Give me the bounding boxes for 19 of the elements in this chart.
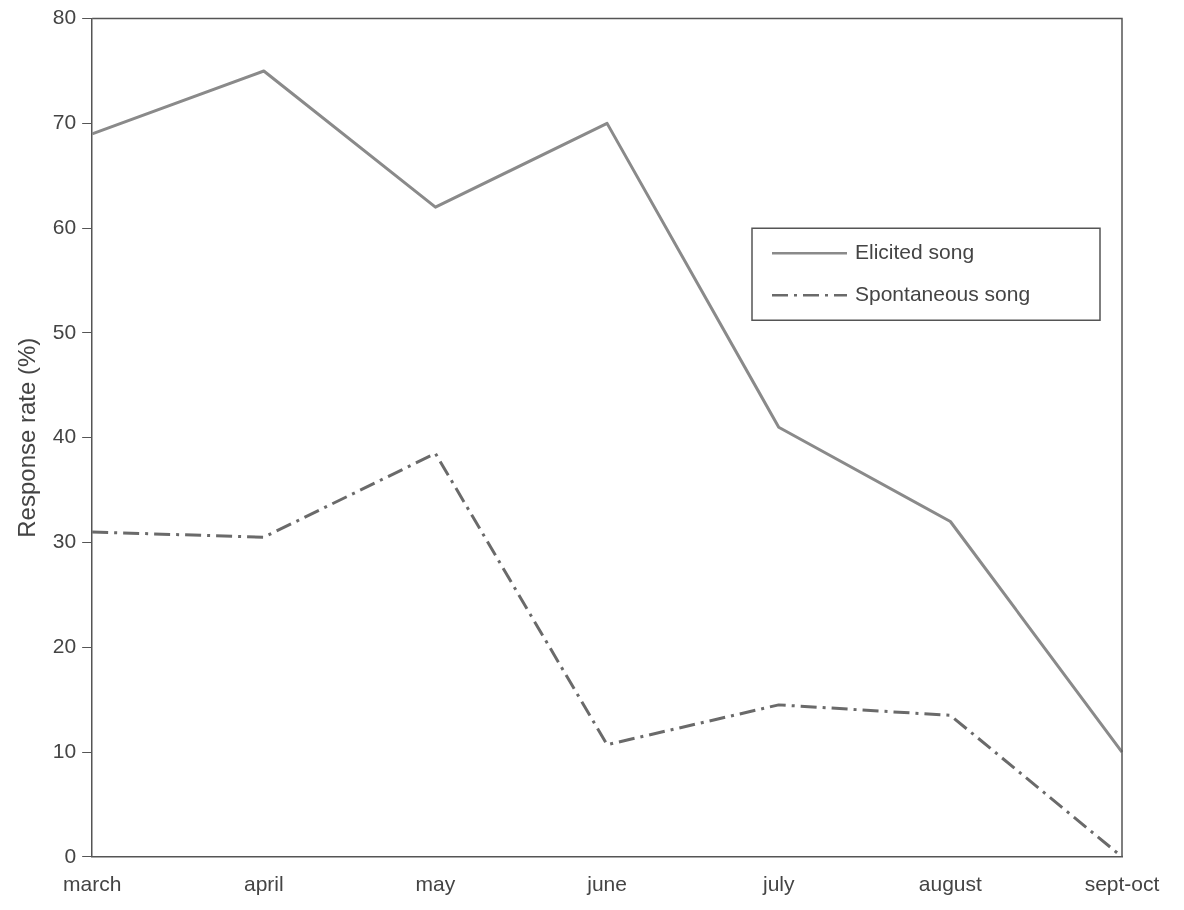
y-tick-label: 0 — [64, 843, 77, 867]
x-tick-label: march — [62, 872, 122, 896]
y-tick-label: 80 — [52, 5, 77, 29]
x-tick-label: july — [761, 872, 795, 896]
y-tick-label: 50 — [52, 319, 77, 343]
legend-label: Spontaneous song — [855, 281, 1031, 305]
x-tick-label: august — [918, 872, 983, 896]
x-tick-label: may — [415, 872, 456, 896]
y-tick-label: 30 — [52, 529, 77, 553]
y-axis-title: Response rate (%) — [13, 337, 41, 538]
y-tick-label: 60 — [52, 214, 77, 238]
y-tick-label: 10 — [52, 738, 77, 762]
y-tick-label: 70 — [52, 110, 77, 134]
x-tick-label: april — [243, 872, 284, 896]
y-tick-label: 20 — [52, 634, 77, 658]
x-tick-label: june — [586, 872, 627, 896]
legend-label: Elicited song — [855, 239, 975, 263]
x-tick-label: sept-oct — [1084, 872, 1160, 896]
y-tick-label: 40 — [52, 424, 77, 448]
